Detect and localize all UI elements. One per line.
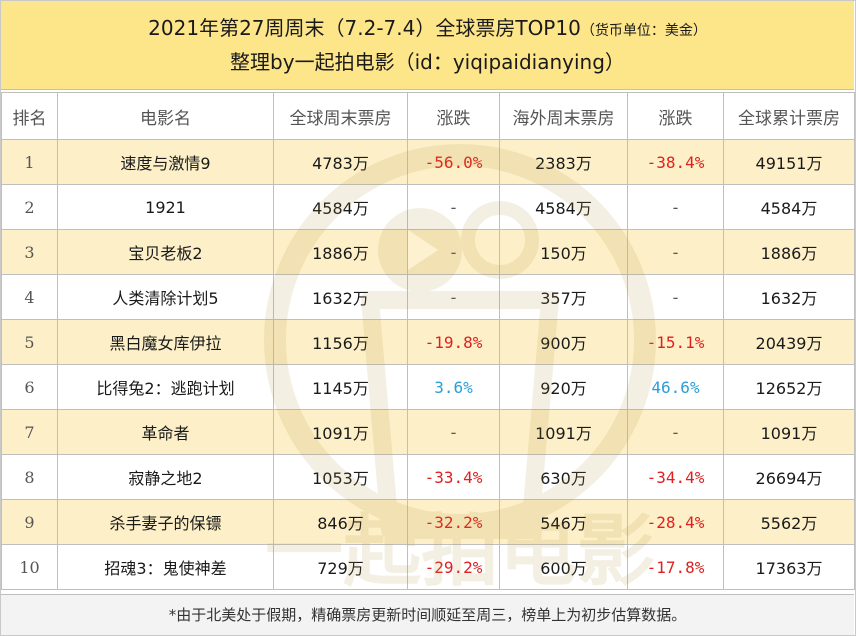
title-cell: 杀手妻子的保镖 — [57, 499, 274, 545]
overseas-change-cell: - — [627, 409, 724, 455]
rank-cell: 10 — [1, 544, 58, 590]
rank-cell: 5 — [1, 319, 58, 365]
rank-cell: 1 — [1, 139, 58, 185]
global-change-cell: - — [407, 409, 500, 455]
overseas-change-cell: -28.4% — [627, 499, 724, 545]
rank-cell: 8 — [1, 454, 58, 500]
overseas-weekend-cell: 600万 — [499, 544, 628, 590]
title-cell: 革命者 — [57, 409, 274, 455]
global-total-cell: 49151万 — [723, 139, 855, 185]
column-header-global-total: 全球累计票房 — [723, 92, 855, 140]
column-header-rank: 排名 — [1, 92, 58, 140]
global-total-cell: 1091万 — [723, 409, 855, 455]
table-row: 6 比得兔2：逃跑计划 1145万 3.6% 920万 46.6% 12652万 — [1, 364, 855, 410]
global-total-cell: 4584万 — [723, 184, 855, 230]
table-row: 8 寂静之地2 1053万 -33.4% 630万 -34.4% 26694万 — [1, 454, 855, 500]
column-header-global-change: 涨跌 — [407, 92, 500, 140]
overseas-change-cell: -17.8% — [627, 544, 724, 590]
global-weekend-cell: 4584万 — [273, 184, 408, 230]
global-weekend-cell: 1053万 — [273, 454, 408, 500]
title-text: 2021年第27周周末（7.2-7.4）全球票房TOP10 — [148, 16, 581, 40]
header-banner: 2021年第27周周末（7.2-7.4）全球票房TOP10（货币单位：美金） 整… — [1, 1, 854, 90]
global-weekend-cell: 729万 — [273, 544, 408, 590]
global-total-cell: 26694万 — [723, 454, 855, 500]
rank-cell: 6 — [1, 364, 58, 410]
table-header-row: 排名 电影名 全球周末票房 涨跌 海外周末票房 涨跌 全球累计票房 — [1, 92, 855, 140]
global-weekend-cell: 1145万 — [273, 364, 408, 410]
overseas-weekend-cell: 546万 — [499, 499, 628, 545]
global-total-cell: 17363万 — [723, 544, 855, 590]
rank-cell: 3 — [1, 229, 58, 275]
global-weekend-cell: 1632万 — [273, 274, 408, 320]
overseas-weekend-cell: 900万 — [499, 319, 628, 365]
global-weekend-cell: 1886万 — [273, 229, 408, 275]
overseas-change-cell: -15.1% — [627, 319, 724, 365]
rank-cell: 7 — [1, 409, 58, 455]
table-row: 3 宝贝老板2 1886万 - 150万 - 1886万 — [1, 229, 855, 275]
overseas-change-cell: - — [627, 274, 724, 320]
footer-note: *由于北美处于假期，精确票房更新时间顺延至周三，榜单上为初步估算数据。 — [1, 594, 854, 635]
overseas-change-cell: 46.6% — [627, 364, 724, 410]
global-total-cell: 1632万 — [723, 274, 855, 320]
column-header-overseas-change: 涨跌 — [627, 92, 724, 140]
rank-cell: 4 — [1, 274, 58, 320]
title-cell: 比得兔2：逃跑计划 — [57, 364, 274, 410]
currency-note: （货币单位：美金） — [580, 23, 707, 39]
global-weekend-cell: 1156万 — [273, 319, 408, 365]
title-cell: 寂静之地2 — [57, 454, 274, 500]
rank-cell: 2 — [1, 184, 58, 230]
page-subtitle: 整理by一起拍电影（id：yiqipaidianying） — [230, 50, 625, 74]
overseas-weekend-cell: 630万 — [499, 454, 628, 500]
global-weekend-cell: 4783万 — [273, 139, 408, 185]
title-cell: 宝贝老板2 — [57, 229, 274, 275]
global-total-cell: 1886万 — [723, 229, 855, 275]
global-change-cell: -56.0% — [407, 139, 500, 185]
global-change-cell: -32.2% — [407, 499, 500, 545]
global-change-cell: 3.6% — [407, 364, 500, 410]
page-title: 2021年第27周周末（7.2-7.4）全球票房TOP10（货币单位：美金） — [1, 15, 854, 44]
table-row: 4 人类清除计划5 1632万 - 357万 - 1632万 — [1, 274, 855, 320]
overseas-weekend-cell: 1091万 — [499, 409, 628, 455]
overseas-change-cell: -38.4% — [627, 139, 724, 185]
table-row: 2 1921 4584万 - 4584万 - 4584万 — [1, 184, 855, 230]
overseas-change-cell: -34.4% — [627, 454, 724, 500]
column-header-global-weekend: 全球周末票房 — [273, 92, 408, 140]
global-change-cell: -33.4% — [407, 454, 500, 500]
overseas-change-cell: - — [627, 184, 724, 230]
title-cell: 1921 — [57, 184, 274, 230]
overseas-weekend-cell: 920万 — [499, 364, 628, 410]
title-cell: 人类清除计划5 — [57, 274, 274, 320]
global-change-cell: - — [407, 274, 500, 320]
table-row: 9 杀手妻子的保镖 846万 -32.2% 546万 -28.4% 5562万 — [1, 499, 855, 545]
column-header-overseas-weekend: 海外周末票房 — [499, 92, 628, 140]
overseas-change-cell: - — [627, 229, 724, 275]
overseas-weekend-cell: 357万 — [499, 274, 628, 320]
global-change-cell: -19.8% — [407, 319, 500, 365]
box-office-table: 排名 电影名 全球周末票房 涨跌 海外周末票房 涨跌 全球累计票房 1 速度与激… — [1, 92, 855, 590]
global-weekend-cell: 1091万 — [273, 409, 408, 455]
global-total-cell: 12652万 — [723, 364, 855, 410]
global-total-cell: 5562万 — [723, 499, 855, 545]
overseas-weekend-cell: 150万 — [499, 229, 628, 275]
table-row: 7 革命者 1091万 - 1091万 - 1091万 — [1, 409, 855, 455]
global-total-cell: 20439万 — [723, 319, 855, 365]
table-row: 1 速度与激情9 4783万 -56.0% 2383万 -38.4% 49151… — [1, 139, 855, 185]
global-change-cell: - — [407, 229, 500, 275]
global-change-cell: - — [407, 184, 500, 230]
title-cell: 招魂3：鬼使神差 — [57, 544, 274, 590]
global-change-cell: -29.2% — [407, 544, 500, 590]
overseas-weekend-cell: 2383万 — [499, 139, 628, 185]
table-row: 5 黑白魔女库伊拉 1156万 -19.8% 900万 -15.1% 20439… — [1, 319, 855, 365]
table-row: 10 招魂3：鬼使神差 729万 -29.2% 600万 -17.8% 1736… — [1, 544, 855, 590]
global-weekend-cell: 846万 — [273, 499, 408, 545]
rank-cell: 9 — [1, 499, 58, 545]
column-header-title: 电影名 — [57, 92, 274, 140]
title-cell: 黑白魔女库伊拉 — [57, 319, 274, 365]
title-cell: 速度与激情9 — [57, 139, 274, 185]
overseas-weekend-cell: 4584万 — [499, 184, 628, 230]
